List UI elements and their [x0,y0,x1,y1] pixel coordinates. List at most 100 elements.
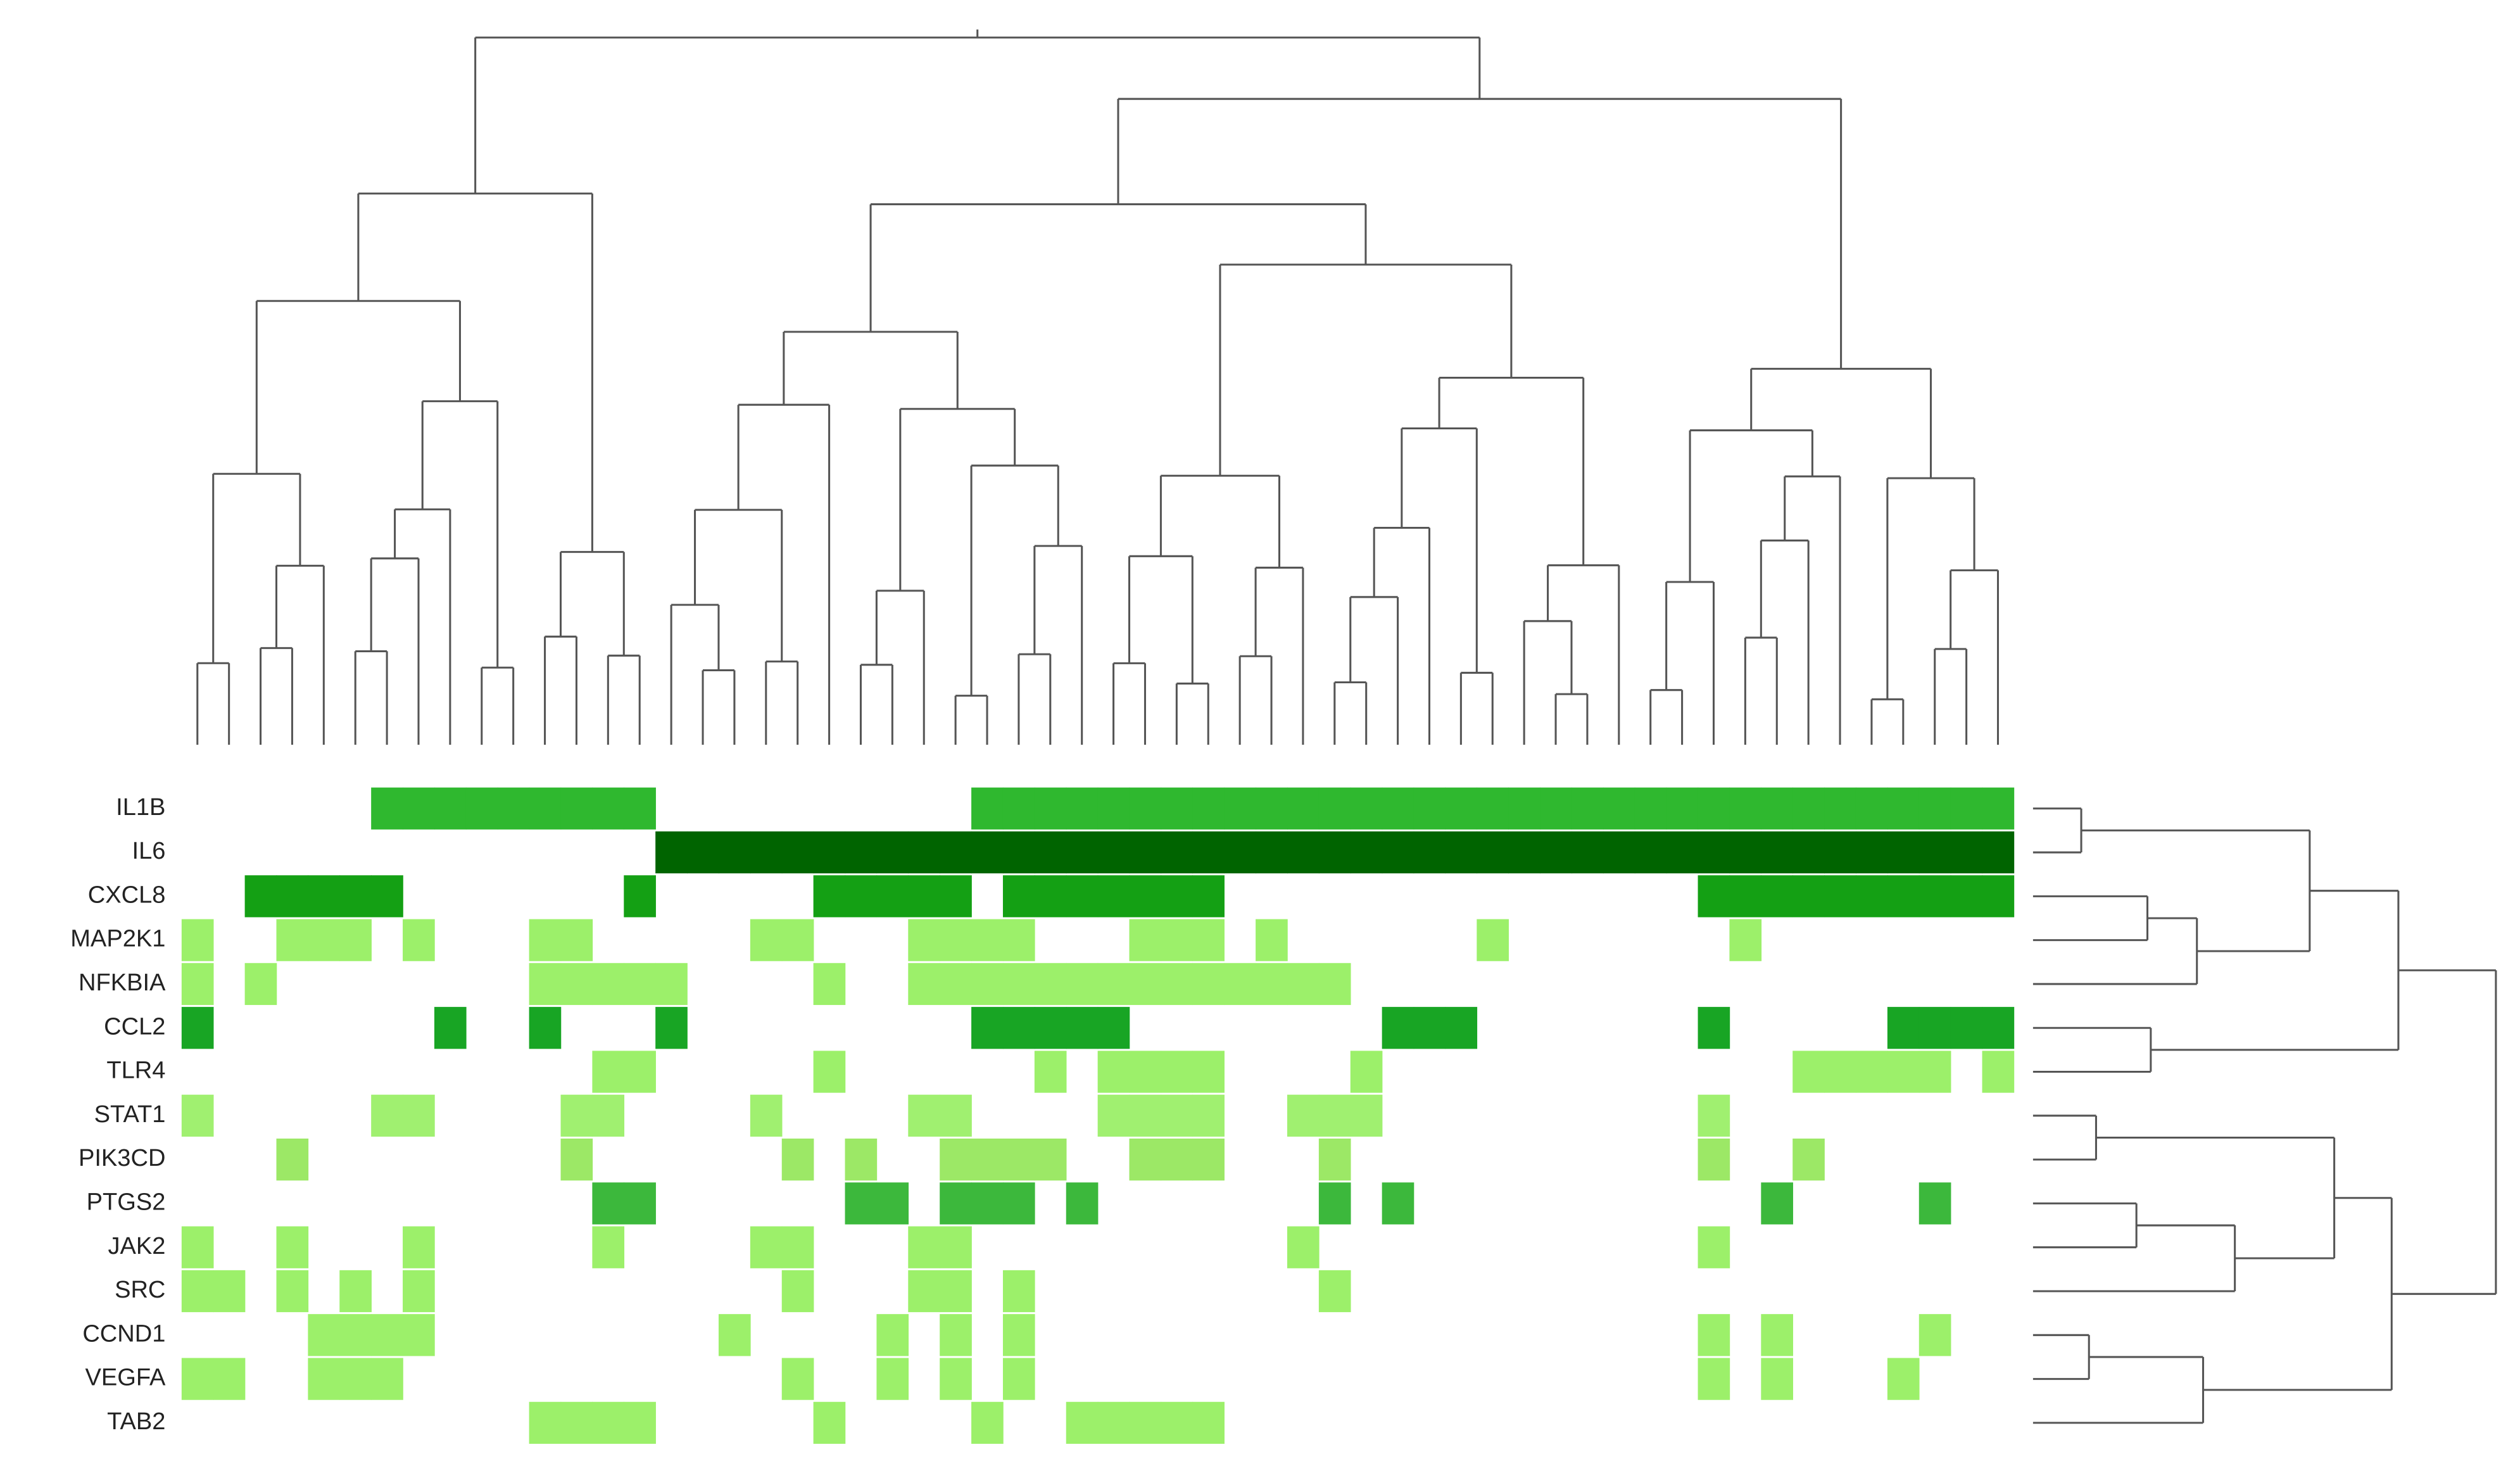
heatmap-cell [1792,1007,1825,1049]
heatmap-cell [1887,1051,1920,1093]
heatmap-cell [940,1094,972,1137]
heatmap-cell [1477,1007,1509,1049]
heatmap-cell [1192,1007,1225,1049]
heatmap-cell [782,1402,814,1444]
heatmap-cell [1666,787,1699,830]
heatmap-cell [1161,1138,1194,1181]
heatmap-cell [1950,787,1983,830]
heatmap-cell [181,1007,214,1049]
heatmap-cell [750,788,783,830]
heatmap-cell [813,1401,846,1444]
heatmap-cell [908,919,940,961]
heatmap-cell [1761,1402,1793,1444]
heatmap-cell [1477,1270,1509,1312]
heatmap-cell [1035,1182,1067,1224]
heatmap-cell [371,1094,403,1137]
heatmap-cell [466,1270,498,1312]
heatmap-cell [213,875,246,917]
heatmap-cell [213,1227,246,1268]
heatmap-cell [1698,1402,1730,1444]
heatmap-cell [1477,1051,1509,1092]
heatmap-cell [845,1227,878,1268]
heatmap-cell [529,1401,562,1444]
heatmap-cell [1572,963,1604,1005]
heatmap-cell [1761,1095,1793,1137]
heatmap-cell [1824,787,1856,830]
heatmap-cell [1351,1358,1383,1399]
heatmap-cell [940,1182,972,1225]
heatmap-cell [1319,919,1351,961]
heatmap-cell [750,1226,783,1268]
heatmap-cell [245,1007,277,1049]
heatmap-cell [908,831,940,874]
heatmap-cell [1887,1358,1920,1400]
heatmap-cell [434,1051,467,1092]
heatmap-cell [561,1182,593,1224]
heatmap-cell [1887,1314,1920,1356]
heatmap-cell [1887,1007,1920,1049]
heatmap-cell [876,919,909,961]
heatmap-cell [1445,1314,1477,1356]
heatmap-cell [908,1314,940,1356]
heatmap-cell [1192,1314,1225,1356]
heatmap-cell [655,919,688,961]
heatmap-cell [876,1270,909,1312]
heatmap-cell [971,1051,1004,1092]
heatmap-cell [529,787,562,830]
heatmap-cell [908,1270,940,1313]
heatmap-cell [1508,1270,1540,1312]
heatmap-cell [1382,1358,1414,1399]
heatmap-cell [971,875,1004,917]
heatmap-cell [1351,1007,1383,1049]
heatmap-cell [687,1139,719,1180]
heatmap-cell [1224,787,1256,830]
row-label: MAP2K1 [70,926,165,952]
heatmap-cell [1635,1314,1667,1356]
heatmap-cell [1098,1227,1130,1268]
heatmap-cell [181,919,214,961]
row-label: IL1B [116,794,165,821]
heatmap-cell [1572,919,1604,961]
heatmap-cell [1287,963,1320,1006]
heatmap-cell [1002,831,1035,874]
heatmap-cell [1572,1358,1604,1399]
heatmap-cell [782,875,814,917]
heatmap-cell [1918,1182,1951,1225]
heatmap-cell [245,788,277,830]
heatmap-cell [1856,1007,1888,1049]
heatmap-cell [813,1051,846,1093]
heatmap-cell [592,1358,624,1399]
heatmap-cell [687,875,719,917]
heatmap-cell [940,1138,972,1181]
heatmap-cell [1413,831,1446,874]
heatmap-cell [1508,963,1540,1005]
heatmap-cell [276,1095,308,1137]
heatmap-cell [592,787,625,830]
heatmap-cell [1887,919,1920,961]
heatmap-cell [845,1051,878,1092]
heatmap-cell [308,1270,340,1312]
heatmap-cell [1508,1139,1540,1180]
heatmap-cell [624,963,656,1006]
heatmap-cell [1097,831,1130,874]
heatmap-cell [1508,1358,1540,1399]
heatmap-cell [1192,875,1225,918]
heatmap-cell [339,1182,372,1224]
heatmap-cell [687,1402,719,1444]
heatmap-cell [403,963,435,1005]
heatmap-cell [908,1094,940,1137]
heatmap-cell [1318,1138,1351,1181]
heatmap-cell [940,788,972,830]
heatmap-cell [339,1314,372,1356]
heatmap-cell [1698,875,1730,918]
heatmap-cell [655,1051,688,1092]
heatmap-cell [213,788,246,830]
heatmap-cell [434,831,467,873]
row-label: PIK3CD [79,1145,166,1172]
heatmap-cell [1477,1402,1509,1444]
heatmap-cell [1792,1358,1825,1399]
heatmap-cell [1192,1051,1225,1093]
heatmap-cell [814,1007,846,1049]
heatmap-cell [1635,1227,1667,1268]
heatmap-cell [1982,1270,2015,1312]
